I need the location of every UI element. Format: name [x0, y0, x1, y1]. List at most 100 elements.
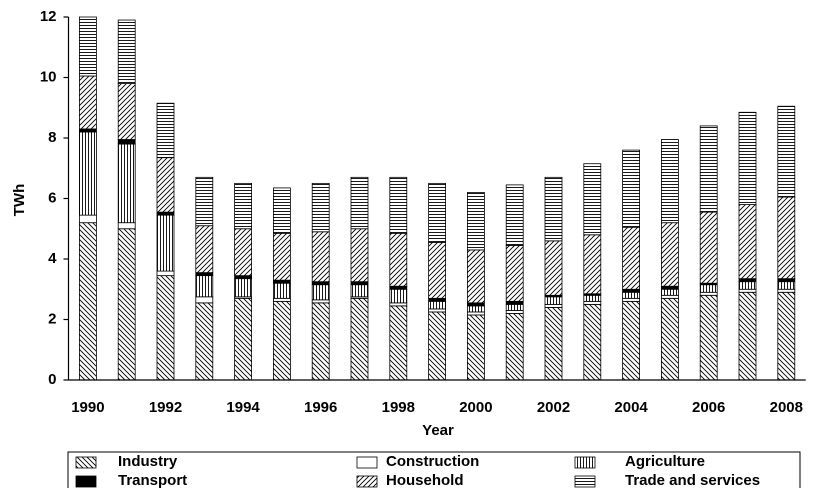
bar-segment — [738, 111, 757, 205]
bar-segment — [466, 249, 485, 304]
bar-segment — [234, 275, 253, 280]
bar-segment — [583, 234, 602, 295]
bar-segment — [311, 302, 330, 381]
bar-segment — [350, 284, 369, 298]
bar-segment — [544, 306, 563, 381]
bar-segment — [195, 275, 214, 298]
y-tick-label: 6 — [48, 189, 56, 206]
bar-segment — [661, 294, 679, 299]
bar-segment — [117, 143, 136, 224]
bar-segment — [622, 288, 640, 293]
y-tick-label: 12 — [40, 8, 57, 25]
x-tick-label: 2002 — [537, 399, 570, 416]
bar-segment — [79, 128, 97, 133]
bar-segment — [156, 211, 175, 216]
bar-segment — [272, 300, 291, 381]
bar-segment — [195, 296, 214, 304]
bar-segment — [195, 176, 214, 227]
bar-segment — [777, 288, 796, 293]
y-tick-label: 2 — [48, 310, 56, 327]
bar-segment — [350, 228, 369, 283]
bar-segment — [699, 294, 718, 381]
y-tick-label: 0 — [48, 371, 56, 388]
bar-segment — [79, 214, 97, 224]
legend-label: Agriculture — [625, 453, 705, 470]
bar-segment — [389, 305, 408, 381]
bar-segment — [622, 291, 640, 299]
bar-segment — [195, 225, 214, 274]
bar-segment — [311, 299, 330, 304]
bar-segment — [661, 288, 679, 296]
bar-segment — [156, 157, 175, 213]
bar-segment — [117, 19, 136, 84]
bar-segment — [661, 222, 679, 287]
legend-swatch — [574, 456, 596, 469]
bar-segment — [389, 176, 408, 234]
bar-segment — [583, 294, 602, 302]
bar-segment — [466, 311, 485, 316]
bar-segment — [272, 279, 291, 284]
bar-segment — [699, 291, 718, 296]
bar-segment — [389, 302, 408, 307]
bar-segment — [428, 300, 447, 310]
bar-segment — [350, 281, 369, 286]
bar-segment — [272, 282, 291, 299]
bar-segment — [389, 232, 408, 287]
bar-segment — [350, 297, 369, 381]
bar-segment — [156, 270, 175, 277]
bar-segment — [699, 211, 718, 284]
bar-segment — [583, 300, 602, 305]
bar-segment — [699, 284, 718, 293]
bar-segment — [117, 83, 136, 140]
bar-segment — [777, 196, 796, 280]
x-tick-label: 2006 — [692, 399, 725, 416]
bar-segment — [544, 176, 563, 242]
bar-segment — [738, 291, 757, 381]
bar-segment — [505, 244, 524, 302]
y-axis-title: TWh — [11, 184, 28, 216]
bar-segment — [699, 125, 718, 213]
legend-swatch — [75, 475, 97, 488]
x-tick-label: 1996 — [304, 399, 337, 416]
legend-swatch — [75, 456, 97, 469]
x-tick-label: 1998 — [382, 399, 415, 416]
legend-swatch — [356, 475, 378, 488]
bar-segment — [777, 281, 796, 290]
bar-segment — [505, 303, 524, 311]
bar-segment — [428, 311, 447, 381]
bar-segment — [544, 296, 563, 305]
bar-segment — [195, 302, 214, 381]
bar-segment — [505, 300, 524, 305]
bar-segment — [544, 303, 563, 308]
bar-segment — [661, 139, 679, 224]
bar-segment — [777, 278, 796, 283]
bar-segment — [79, 131, 97, 216]
bar-segment — [466, 192, 485, 251]
bar-segment — [117, 228, 136, 381]
bar-segment — [79, 222, 97, 381]
bar-segment — [234, 297, 253, 381]
x-tick-label: 2000 — [459, 399, 492, 416]
bar-segment — [234, 278, 253, 298]
bar-segment — [311, 231, 330, 283]
bar-segment — [272, 232, 291, 281]
bar-segment — [661, 285, 679, 290]
legend-label: Trade and services — [625, 472, 760, 488]
bar-segment — [738, 288, 757, 293]
y-tick-label: 8 — [48, 129, 56, 146]
bar-segment — [311, 284, 330, 301]
bar-segment — [738, 281, 757, 290]
bar-segment — [389, 288, 408, 304]
bar-segment — [661, 297, 679, 381]
y-tick-label: 4 — [48, 250, 57, 267]
bar-segment — [622, 149, 640, 228]
legend-label: Industry — [118, 453, 178, 470]
bar-segment — [389, 285, 408, 290]
bar-segment — [622, 297, 640, 302]
bar-segment — [156, 214, 175, 272]
legend-swatch — [574, 475, 596, 488]
x-tick-label: 2008 — [770, 399, 803, 416]
bar-segment — [505, 310, 524, 314]
x-axis-title: Year — [422, 422, 454, 439]
